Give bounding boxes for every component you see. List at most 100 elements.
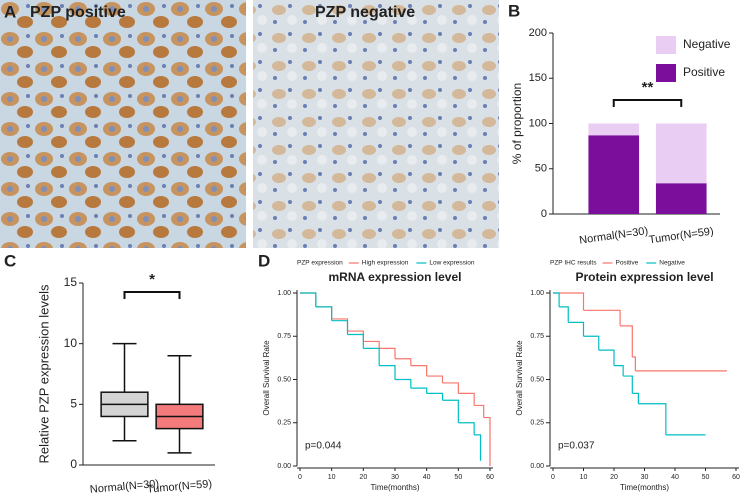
x-tick-label: 0 bbox=[551, 474, 555, 481]
survival-step bbox=[363, 347, 380, 366]
x-tick-label: 20 bbox=[610, 474, 618, 481]
y-tick-label: 0.75 bbox=[530, 333, 544, 340]
survival-step bbox=[426, 392, 444, 401]
ihc-image bbox=[0, 0, 246, 248]
y-tick-label: 200 bbox=[529, 27, 547, 39]
y-tick-label: 0.50 bbox=[277, 376, 291, 383]
x-tick-label: 10 bbox=[328, 474, 336, 481]
survival-step bbox=[379, 347, 396, 359]
x-tick-label: 30 bbox=[641, 474, 649, 481]
panel-label: A bbox=[4, 2, 16, 21]
y-axis-label: Overall Survival Rate bbox=[515, 340, 524, 416]
survival-step bbox=[410, 365, 428, 377]
x-axis-label: Time(months) bbox=[370, 483, 419, 492]
bar-segment bbox=[655, 123, 707, 184]
survival-step bbox=[410, 387, 428, 394]
survival-step bbox=[614, 365, 624, 377]
survival-step bbox=[553, 292, 560, 307]
p-value: p=0.037 bbox=[558, 441, 595, 452]
chart-title: mRNA expression level bbox=[329, 270, 462, 284]
x-tick-label: Tumor(N=59) bbox=[648, 225, 714, 246]
x-tick-label: 30 bbox=[391, 474, 399, 481]
survival-step bbox=[347, 333, 364, 349]
y-tick-label: 0.00 bbox=[530, 463, 544, 470]
legend-swatch bbox=[656, 36, 676, 54]
bar-segment bbox=[655, 183, 707, 214]
survival-step bbox=[474, 434, 482, 461]
panel-label: B bbox=[508, 1, 520, 20]
survival-step bbox=[300, 292, 317, 307]
x-axis-label: Time(months) bbox=[620, 483, 669, 492]
survival-step bbox=[315, 306, 333, 321]
y-tick-label: 0 bbox=[70, 457, 77, 471]
survival-step bbox=[632, 392, 639, 404]
y-tick-label: 150 bbox=[529, 72, 547, 84]
survival-step bbox=[598, 349, 615, 366]
survival-step bbox=[553, 292, 585, 311]
chart-title: Protein expression level bbox=[575, 270, 713, 284]
y-tick-label: 0.50 bbox=[530, 376, 544, 383]
ihc-image bbox=[253, 0, 499, 248]
legend-label: Positive bbox=[615, 260, 638, 267]
survival-step bbox=[331, 320, 349, 335]
survival-step bbox=[559, 306, 569, 323]
x-tick-label: 10 bbox=[580, 474, 588, 481]
y-tick-label: 100 bbox=[529, 117, 547, 129]
x-tick-label: 20 bbox=[359, 474, 367, 481]
x-tick-label: 50 bbox=[454, 474, 462, 481]
bar-segment bbox=[588, 135, 640, 214]
survival-step bbox=[620, 325, 633, 358]
survival-step bbox=[483, 416, 491, 466]
survival-step bbox=[379, 365, 396, 380]
survival-step bbox=[458, 392, 475, 406]
survival-step bbox=[347, 330, 364, 342]
x-tick-label: Normal(N=30) bbox=[579, 225, 649, 247]
legend-title: PZP IHC results bbox=[550, 260, 597, 267]
survival-step bbox=[395, 378, 412, 389]
x-tick-label: 40 bbox=[423, 474, 431, 481]
survival-step bbox=[426, 375, 444, 383]
legend-title: PZP expression bbox=[297, 260, 343, 267]
x-tick-label: 60 bbox=[732, 474, 740, 481]
y-tick-label: 0.00 bbox=[277, 463, 291, 470]
survival-step bbox=[638, 403, 667, 435]
significance-label: ** bbox=[642, 79, 654, 96]
x-tick-label: 0 bbox=[298, 474, 302, 481]
survival-step bbox=[614, 309, 621, 326]
survival-step bbox=[583, 335, 600, 351]
significance-label: * bbox=[149, 271, 155, 288]
legend-label: High expression bbox=[362, 260, 409, 267]
bar-segment bbox=[588, 123, 640, 136]
survival-step bbox=[568, 321, 585, 337]
panel-label: D bbox=[258, 251, 270, 270]
survival-step bbox=[315, 306, 333, 319]
y-tick-label: 15 bbox=[64, 275, 78, 289]
survival-step bbox=[442, 399, 459, 423]
x-tick-label: 60 bbox=[486, 474, 494, 481]
survival-step bbox=[474, 404, 485, 418]
legend-label: Low expression bbox=[429, 260, 475, 267]
survival-step bbox=[458, 422, 475, 435]
survival-step bbox=[300, 292, 317, 307]
y-tick-label: 0 bbox=[541, 208, 547, 220]
y-tick-label: 10 bbox=[64, 336, 78, 350]
y-axis-label: Relative PZP expression levels bbox=[36, 284, 51, 463]
significance-bracket bbox=[612, 99, 683, 107]
image-label: PZP positive bbox=[30, 4, 126, 21]
survival-step bbox=[442, 382, 459, 394]
y-tick-label: 0.25 bbox=[277, 420, 291, 427]
y-tick-label: 1.00 bbox=[530, 290, 544, 297]
y-axis-label: % of proportion bbox=[510, 83, 524, 164]
x-tick-label: 50 bbox=[702, 474, 710, 481]
p-value: p=0.044 bbox=[305, 441, 342, 452]
legend-label: Negative bbox=[659, 260, 685, 267]
legend-label: Negative bbox=[683, 37, 731, 51]
y-tick-label: 1.00 bbox=[277, 290, 291, 297]
significance-bracket bbox=[123, 291, 181, 299]
y-tick-label: 50 bbox=[535, 163, 547, 175]
y-tick-label: 0.25 bbox=[530, 420, 544, 427]
legend-swatch bbox=[656, 64, 676, 82]
survival-step bbox=[395, 358, 412, 366]
x-tick-label: 40 bbox=[671, 474, 679, 481]
